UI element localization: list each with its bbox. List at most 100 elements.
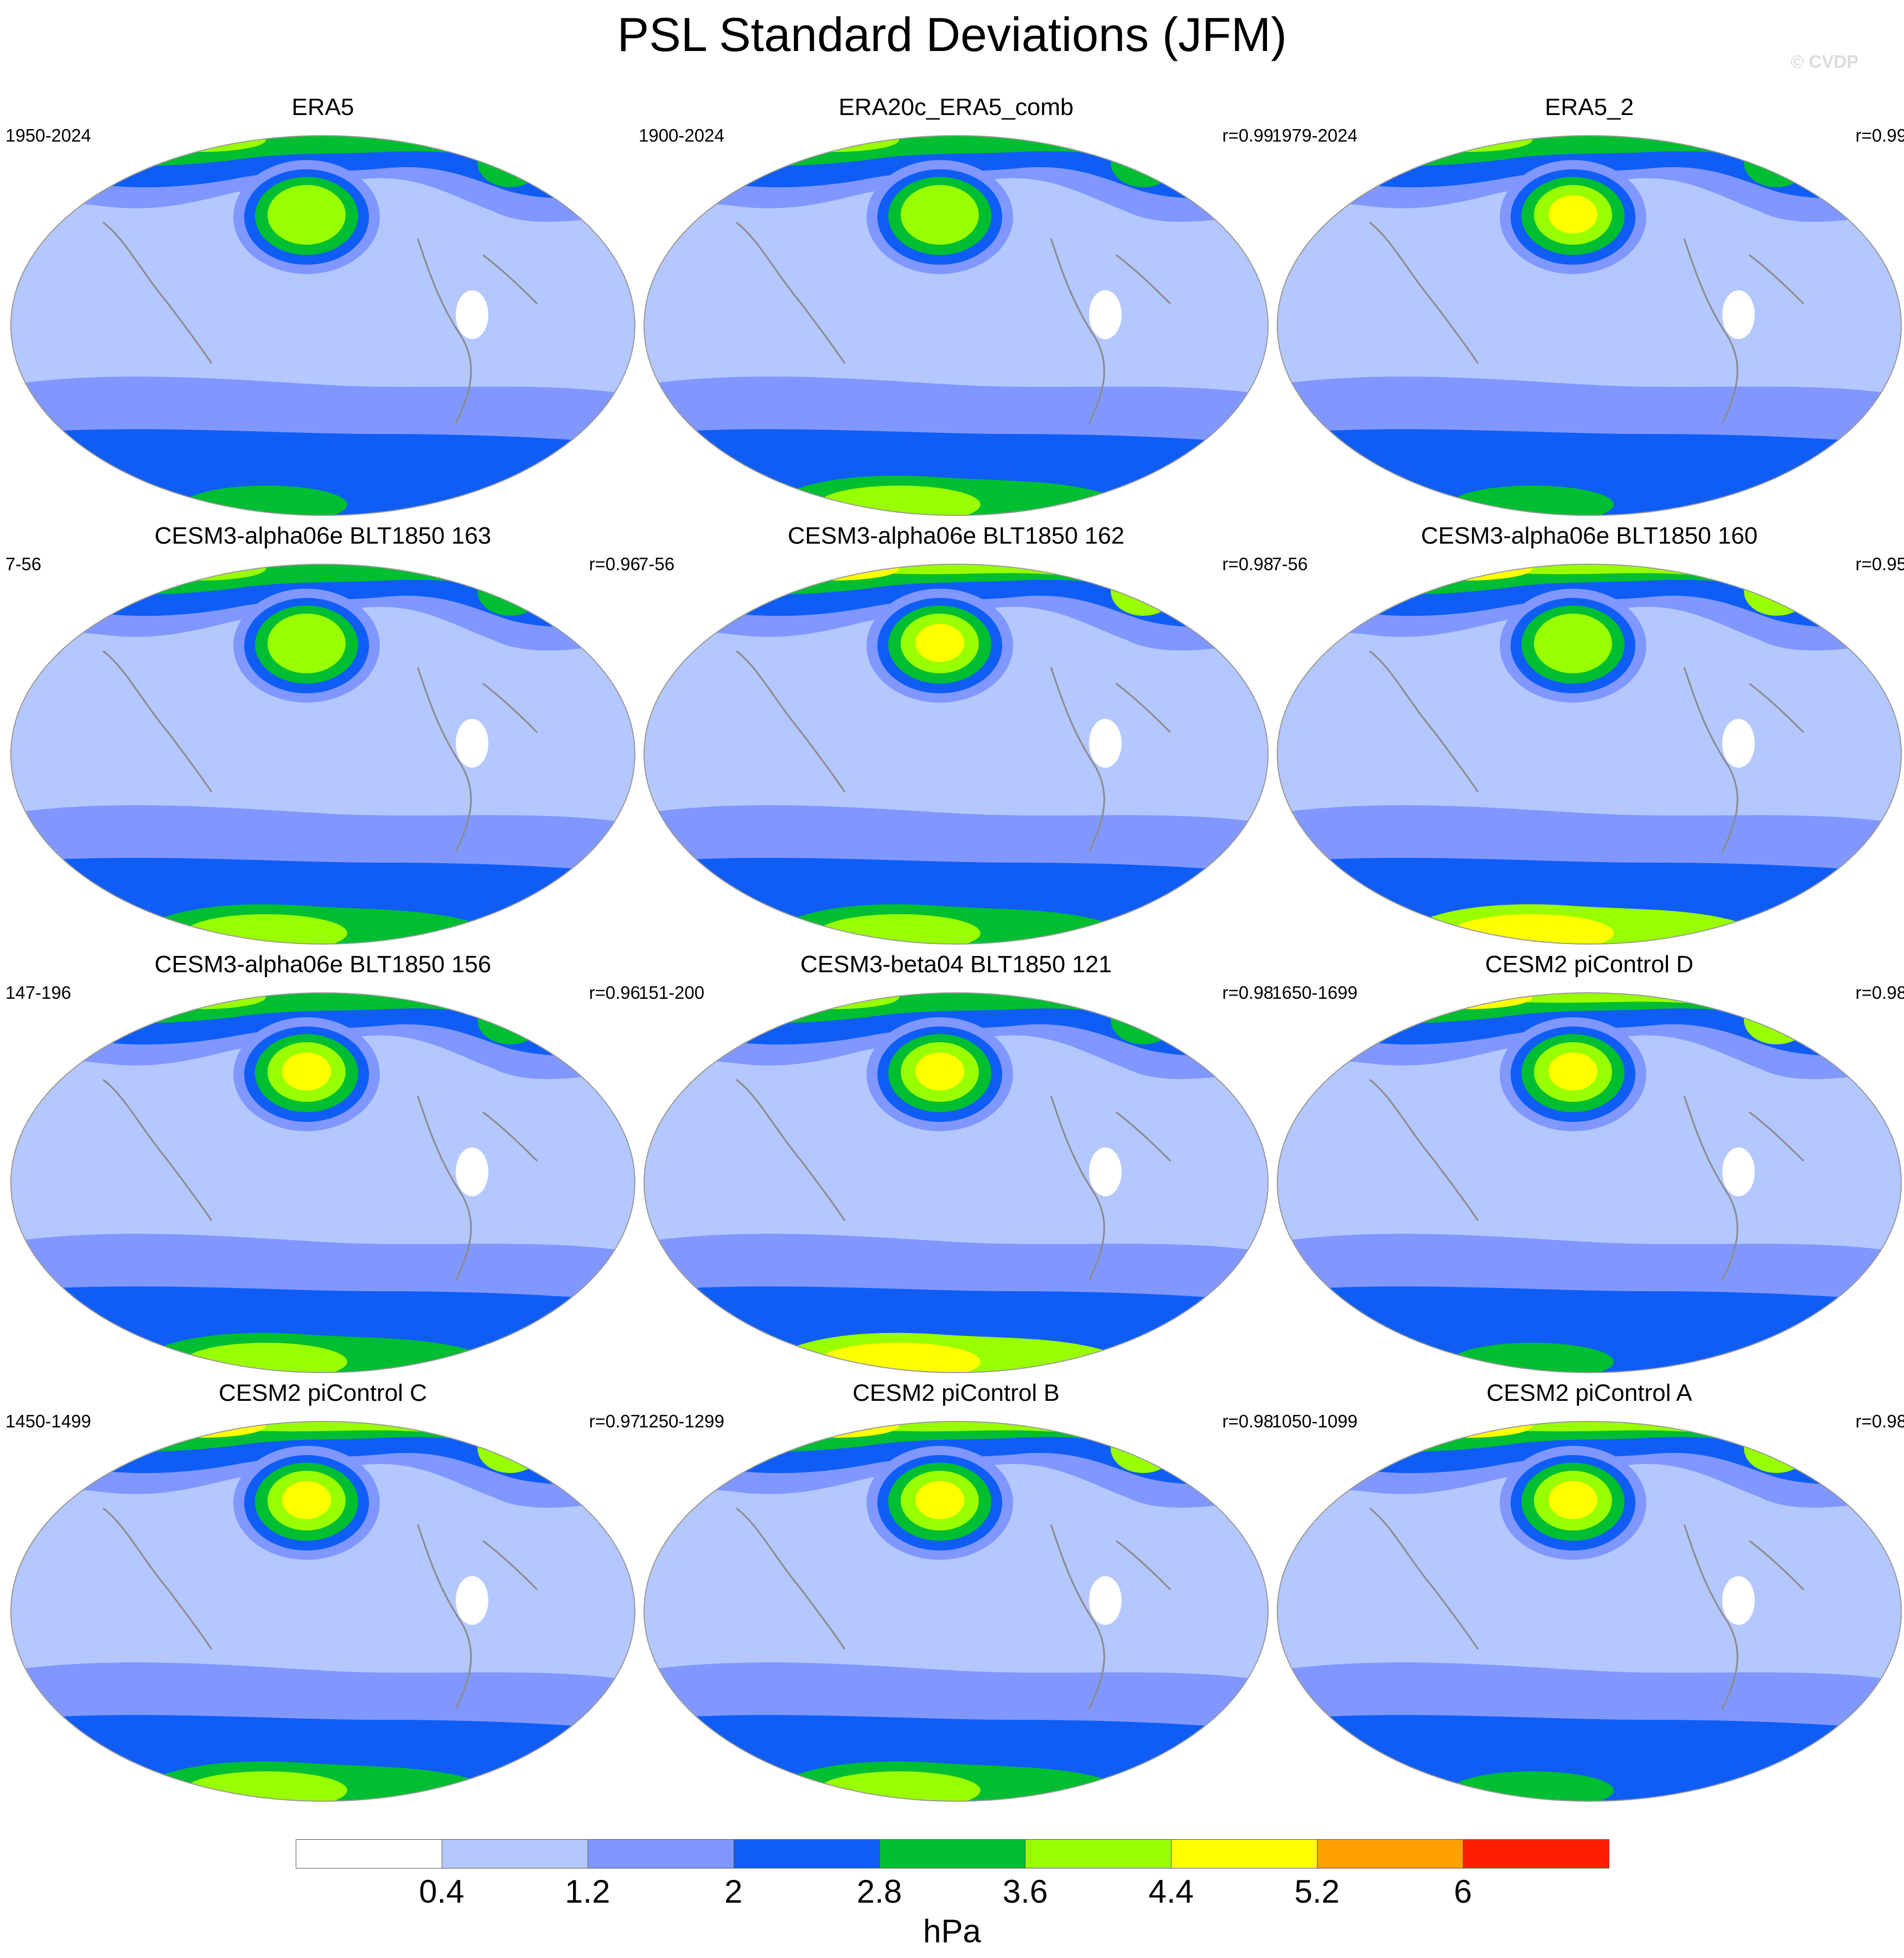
- psl-stddev-map: [1277, 135, 1902, 516]
- colorbar-tick-label: 1.2: [565, 1873, 610, 1910]
- tropical-low-variability: [1722, 290, 1755, 339]
- coastlines: [736, 221, 1171, 424]
- aleutian-center: [915, 195, 964, 233]
- map-panel: ERA5_2 1979-2024 r=0.99: [1272, 92, 1904, 521]
- map-panel: CESM2 piControl B 1250-1299 r=0.98: [639, 1378, 1273, 1807]
- panel-correlation: r=0.99: [1855, 125, 1904, 145]
- siberian-max: [1744, 996, 1809, 1044]
- colorbar-swatch: [1317, 1839, 1464, 1868]
- tropical-low-variability: [456, 290, 488, 339]
- map-boundary: [1277, 135, 1902, 516]
- panel-correlation: r=0.98: [1855, 983, 1904, 1003]
- siberian-max: [1111, 567, 1176, 616]
- coastlines: [103, 221, 538, 424]
- map-panel: CESM3-alpha06e BLT1850 162 7-56 r=0.98: [639, 521, 1273, 949]
- psl-stddev-map: [644, 564, 1269, 945]
- panel-year-range: 1979-2024: [1272, 125, 1358, 145]
- map-panel: CESM3-beta04 BLT1850 121 151-200 r=0.98: [639, 949, 1273, 1378]
- panel-year-range: 7-56: [1272, 554, 1308, 574]
- panel-title: CESM3-alpha06e BLT1850 160: [1421, 522, 1758, 549]
- map-boundary: [644, 992, 1269, 1373]
- map-boundary: [644, 564, 1269, 945]
- map-panel: CESM3-alpha06e BLT1850 160 7-56 r=0.95: [1272, 521, 1904, 949]
- coastlines: [736, 1507, 1171, 1710]
- colorbar-swatch: [441, 1839, 588, 1868]
- map-panel: CESM2 piControl C 1450-1499 r=0.97: [5, 1378, 640, 1807]
- panel-title: CESM2 piControl A: [1486, 1380, 1692, 1406]
- map-boundary: [10, 992, 635, 1373]
- aleutian-center: [282, 1481, 331, 1519]
- aleutian-center: [1549, 1481, 1597, 1519]
- psl-stddev-map: [1277, 992, 1902, 1373]
- psl-stddev-map: [644, 992, 1269, 1373]
- coastlines: [1369, 650, 1805, 852]
- panel-correlation: r=0.98: [1855, 1411, 1904, 1431]
- coastlines: [1369, 1079, 1805, 1281]
- colorbar-units: hPa: [923, 1913, 981, 1949]
- psl-stddev-map: [644, 135, 1269, 516]
- panel-title: CESM2 piControl D: [1485, 951, 1693, 978]
- siberian-max: [1744, 567, 1809, 616]
- map-boundary: [644, 135, 1269, 516]
- panel-year-range: 147-196: [5, 983, 72, 1003]
- map-boundary: [1277, 564, 1902, 945]
- map-boundary: [10, 1421, 635, 1802]
- tropical-low-variability: [456, 1576, 488, 1625]
- panel-title: ERA5: [291, 94, 354, 120]
- aleutian-center: [1549, 624, 1597, 662]
- siberian-max: [1744, 138, 1809, 187]
- colorbar-swatch: [296, 1839, 442, 1868]
- panel-year-range: 1900-2024: [639, 125, 724, 145]
- map-boundary: [1277, 992, 1902, 1373]
- coastlines: [1369, 1507, 1805, 1710]
- panel-year-range: 7-56: [5, 554, 42, 574]
- tropical-low-variability: [1089, 719, 1122, 768]
- panel-year-range: 151-200: [639, 983, 705, 1003]
- tropical-low-variability: [1722, 719, 1755, 768]
- siberian-max: [1111, 996, 1176, 1044]
- panel-title: ERA5_2: [1545, 94, 1634, 120]
- panel-correlation: r=0.97: [589, 1411, 641, 1431]
- map-panel: ERA20c_ERA5_comb 1900-2024 r=0.99: [639, 92, 1273, 521]
- colorbar-swatch: [1171, 1839, 1318, 1868]
- psl-stddev-map: [644, 1421, 1269, 1802]
- psl-stddev-map: [10, 135, 635, 516]
- colorbar-tick-label: 6: [1454, 1873, 1472, 1910]
- siberian-max: [1744, 1424, 1809, 1473]
- panel-year-range: 1950-2024: [5, 125, 91, 145]
- coastlines: [736, 1079, 1171, 1281]
- siberian-max: [477, 138, 543, 187]
- colorbar-swatch: [733, 1839, 880, 1868]
- coastlines: [736, 650, 1171, 852]
- siberian-max: [477, 1424, 543, 1473]
- panel-year-range: 1650-1699: [1272, 983, 1358, 1003]
- panel-title: CESM3-alpha06e BLT1850 163: [154, 522, 492, 549]
- panel-year-range: 7-56: [639, 554, 675, 574]
- psl-stddev-map: [1277, 1421, 1902, 1802]
- colorbar-tick-label: 2.8: [856, 1873, 902, 1910]
- colorbar-swatch: [587, 1839, 734, 1868]
- colorbar-tick-label: 4.4: [1148, 1873, 1194, 1910]
- aleutian-center: [282, 1053, 331, 1090]
- panel-title: CESM3-alpha06e BLT1850 156: [154, 951, 492, 978]
- siberian-max: [1111, 1424, 1176, 1473]
- colorbar-swatch: [1463, 1839, 1609, 1868]
- panel-title: CESM2 piControl B: [852, 1380, 1060, 1406]
- panel-correlation: r=0.95: [1855, 554, 1904, 574]
- coastlines: [103, 1507, 538, 1710]
- tropical-low-variability: [1722, 1576, 1755, 1625]
- panel-correlation: r=0.98: [1222, 1411, 1274, 1431]
- panel-year-range: 1250-1299: [639, 1411, 724, 1431]
- colorbar-swatch: [1025, 1839, 1172, 1868]
- aleutian-center: [1549, 1053, 1597, 1090]
- colorbar-tick-label: 5.2: [1294, 1873, 1340, 1910]
- siberian-max: [477, 567, 543, 616]
- tropical-low-variability: [1089, 290, 1122, 339]
- aleutian-center: [282, 624, 331, 662]
- map-panel: CESM2 piControl D 1650-1699 r=0.98: [1272, 949, 1904, 1378]
- tropical-low-variability: [1089, 1147, 1122, 1196]
- figure-title: PSL Standard Deviations (JFM): [617, 8, 1287, 61]
- tropical-low-variability: [1722, 1147, 1755, 1196]
- panel-correlation: r=0.96: [589, 554, 641, 574]
- siberian-max: [477, 996, 543, 1044]
